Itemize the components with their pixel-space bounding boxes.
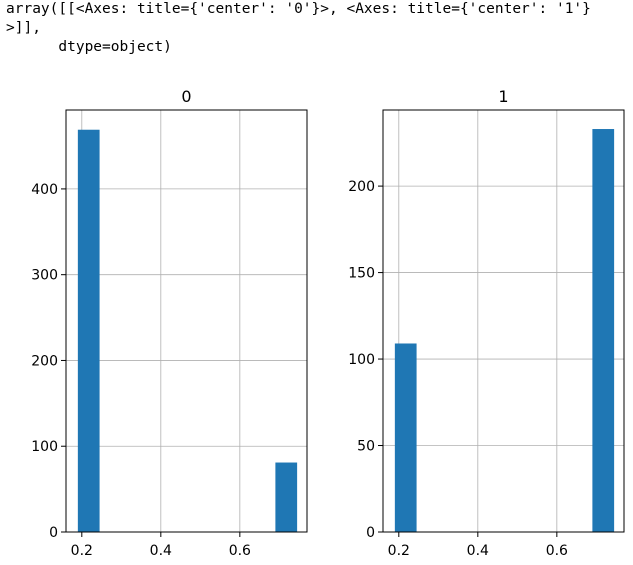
- histogram-bar: [77, 129, 100, 532]
- histogram-panel-1: 0.2 0.4 0.6 0 50 100 150 200 1: [348, 87, 625, 559]
- y-tick-label: 0: [366, 525, 375, 541]
- axes-frame: [65, 109, 308, 533]
- y-tick-label: 100: [348, 352, 375, 368]
- x-tick-label: 0.4: [150, 543, 172, 559]
- y-tick-label: 200: [348, 179, 375, 195]
- axes-title: 1: [498, 87, 508, 106]
- y-tick-label: 0: [49, 525, 58, 541]
- axes-frame: [382, 109, 625, 533]
- x-tick-label: 0.6: [229, 543, 251, 559]
- output-repr-line: dtype=object): [6, 39, 172, 55]
- histogram-bar: [592, 129, 615, 532]
- y-tick-label: 400: [31, 182, 58, 198]
- x-tick-label: 0.6: [546, 543, 568, 559]
- histogram-bar: [275, 462, 298, 532]
- output-repr-line: array([[<Axes: title={'center': '0'}>, <…: [6, 1, 591, 17]
- output-repr-line: >]],: [6, 20, 41, 36]
- x-tick-label: 0.4: [467, 543, 489, 559]
- histogram-bar: [394, 343, 417, 532]
- y-tick-label: 50: [357, 439, 375, 455]
- y-tick-label: 100: [31, 439, 58, 455]
- output-repr-text: array([[<Axes: title={'center': '0'}>, <…: [6, 0, 591, 57]
- y-tick-label: 300: [31, 268, 58, 284]
- x-tick-label: 0.2: [71, 543, 93, 559]
- histogram-panel-0: 0.2 0.4 0.6 0 100 200 300 400 0: [31, 87, 308, 559]
- y-tick-label: 150: [348, 266, 375, 282]
- x-tick-label: 0.2: [388, 543, 410, 559]
- axes-title: 0: [181, 87, 191, 106]
- y-tick-label: 200: [31, 353, 58, 369]
